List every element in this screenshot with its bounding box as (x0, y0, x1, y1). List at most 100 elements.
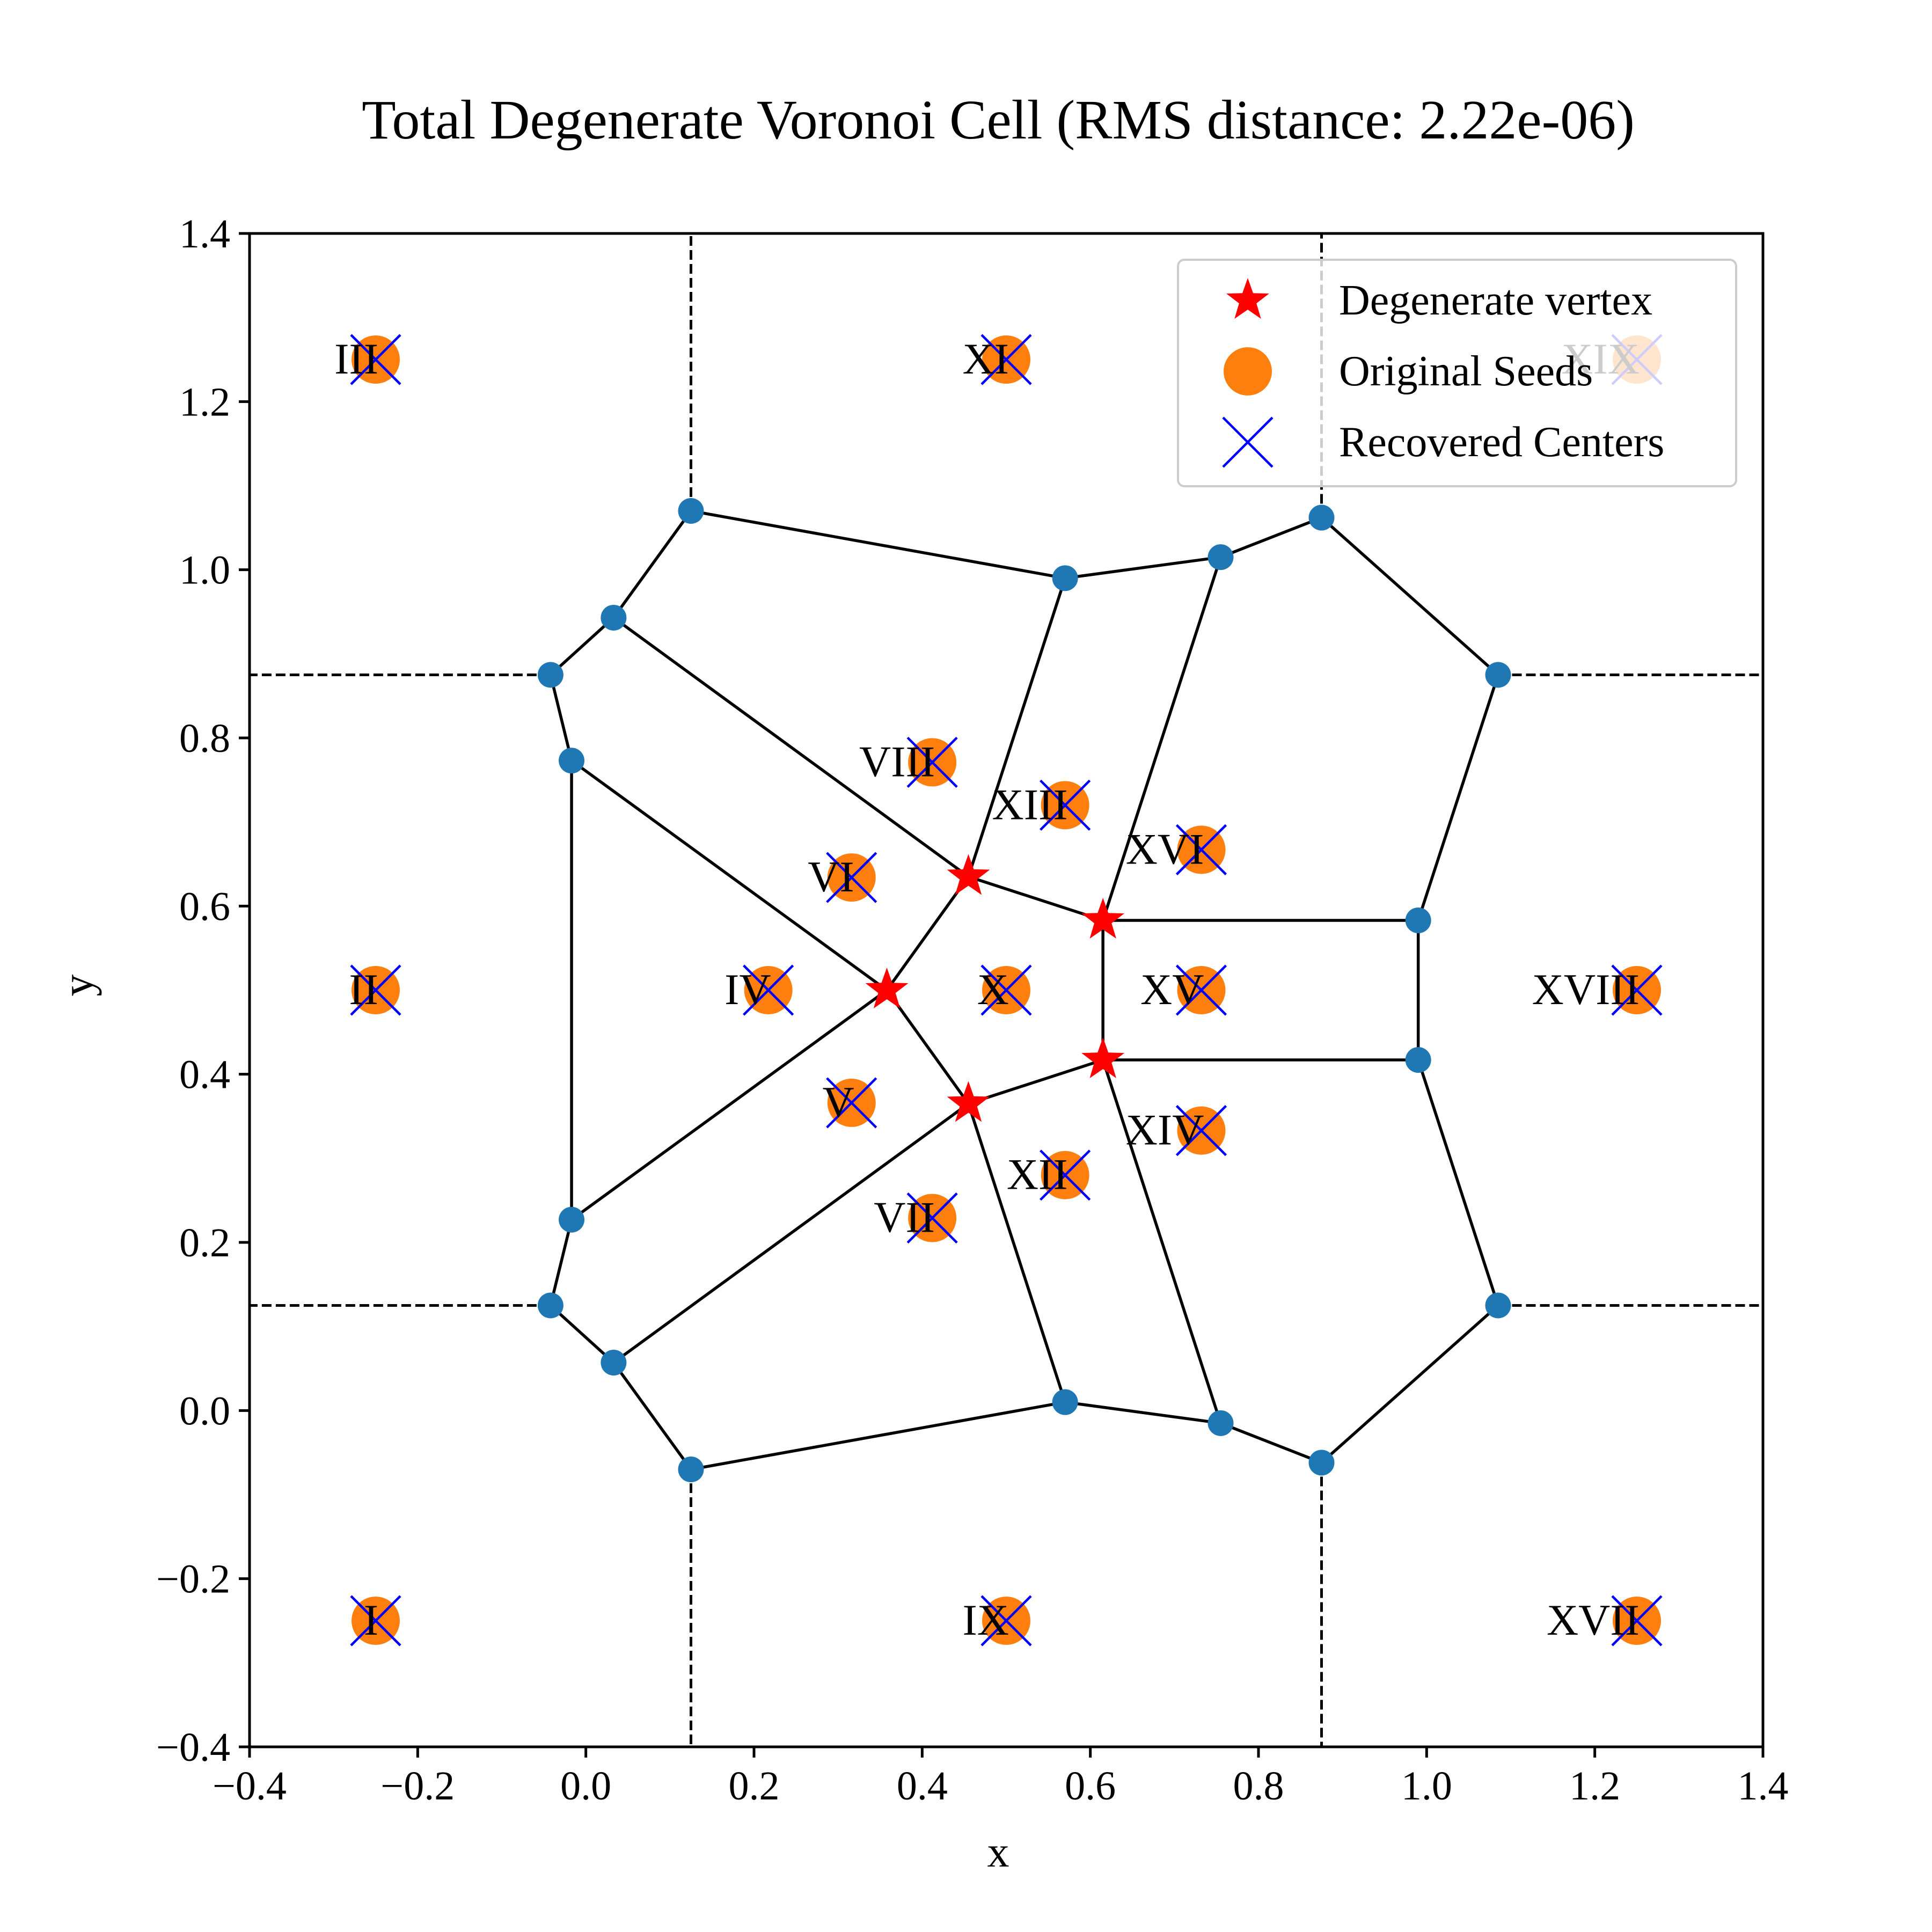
seed-label: VII (874, 1193, 935, 1242)
degenerate-vertex-star (1081, 1037, 1125, 1078)
y-tick-label: −0.2 (156, 1557, 230, 1602)
y-tick-label: 0.8 (179, 716, 230, 761)
voronoi-edge (1320, 516, 1500, 677)
voronoi-edge (549, 673, 573, 763)
voronoi-vertex (537, 1292, 564, 1319)
y-tick-label: 0.6 (179, 884, 230, 929)
voronoi-vertex (559, 1206, 585, 1233)
y-tick-label: 0.2 (179, 1220, 230, 1265)
voronoi-edge (612, 1361, 693, 1471)
voronoi-edge (1101, 555, 1223, 922)
seed-label: XVI (1126, 824, 1204, 873)
x-tick-label: 0.8 (1233, 1763, 1284, 1809)
recovered-center-x (1175, 1105, 1227, 1157)
voronoi-edge (1063, 1400, 1223, 1425)
voronoi-edge (967, 1102, 1067, 1404)
recovered-center-x (906, 736, 958, 788)
degenerate-vertex-star (865, 968, 909, 1008)
seed-label: XV (1140, 965, 1204, 1014)
voronoi-edge (885, 875, 970, 992)
x-tick-label: 1.0 (1401, 1763, 1452, 1809)
seed-label: XIII (992, 780, 1068, 829)
seed-label: II (349, 965, 378, 1014)
seed-label: III (334, 334, 378, 383)
voronoi-vertex (559, 748, 585, 774)
recovered-center-x (350, 1595, 401, 1646)
legend-box (1177, 259, 1737, 487)
y-tick-label: 0.4 (179, 1052, 230, 1097)
voronoi-vertex (601, 1350, 627, 1376)
seed-label: V (823, 1078, 854, 1126)
degenerate-vertex-star (947, 1081, 990, 1122)
seed-label: IV (724, 965, 771, 1014)
recovered-center-x (743, 964, 794, 1016)
recovered-center-x (1175, 824, 1227, 875)
seed-label: XIV (1126, 1106, 1204, 1154)
voronoi-vertex (678, 498, 704, 524)
recovered-center-x (906, 1192, 958, 1244)
seed-label: VI (808, 852, 854, 901)
recovered-center-x (1040, 1150, 1091, 1201)
voronoi-edge (885, 989, 970, 1106)
seed-label: XII (1007, 1150, 1068, 1199)
voronoi-edge (1416, 673, 1500, 922)
recovered-center-x (826, 1077, 877, 1129)
seed-label: VIII (859, 737, 935, 786)
chart-title: Total Degenerate Voronoi Cell (RMS dista… (362, 89, 1635, 151)
voronoi-vertex (1208, 544, 1234, 570)
voronoi-edge (1063, 555, 1223, 580)
voronoi-edge (1219, 1422, 1323, 1465)
x-axis-label: x (987, 1827, 1009, 1876)
voronoi-edge (612, 1102, 970, 1364)
voronoi-vertex (1485, 662, 1511, 688)
x-tick-label: 0.2 (729, 1763, 780, 1809)
y-axis-label: y (53, 975, 102, 997)
recovered-center-x (1040, 779, 1091, 831)
voronoi-edge (612, 616, 970, 879)
axes: −0.4 −0.2 0.0 0.2 0.4 0.6 0.8 1.0 1.2 1.4 −0.4 −0.2… (156, 211, 1788, 1809)
legend-x-marker (1222, 416, 1274, 468)
x-tick-label: 1.4 (1738, 1763, 1789, 1809)
plot-frame (248, 232, 1765, 1748)
recovered-center-x (980, 1595, 1032, 1646)
y-tick-label: 1.0 (179, 548, 230, 593)
recovered-center-x (350, 964, 401, 1016)
voronoi-edge (689, 1400, 1067, 1471)
y-tick-label: 0.0 (179, 1388, 230, 1433)
voronoi-edge (967, 875, 1104, 922)
voronoi-edge (549, 1304, 616, 1364)
voronoi-vertex (601, 604, 627, 631)
voronoi-vertex (1308, 1450, 1335, 1476)
recovered-center-x (980, 334, 1032, 385)
voronoi-vertex (537, 662, 564, 688)
y-tick-label: −0.4 (156, 1725, 230, 1770)
voronoi-edge (1101, 1058, 1223, 1425)
seed-label: IX (962, 1596, 1009, 1644)
legend-label: Recovered Centers (1339, 419, 1664, 466)
seed-label: XVII (1547, 1596, 1640, 1644)
x-tick-label: 1.2 (1569, 1763, 1620, 1809)
degenerate-vertex-star (1081, 898, 1125, 939)
recovered-center-x (1611, 1595, 1663, 1646)
voronoi-edge (1320, 1304, 1500, 1465)
voronoi-edge (1219, 516, 1323, 559)
voronoi-edge (967, 576, 1067, 879)
voronoi-vertex (1405, 907, 1431, 933)
seed-label: XVIII (1532, 965, 1640, 1014)
x-tick-label: −0.4 (213, 1763, 287, 1809)
recovered-center-x (1175, 964, 1227, 1016)
recovered-center-x (980, 964, 1032, 1016)
x-tick-label: −0.2 (380, 1763, 455, 1809)
voronoi-vertex (1308, 504, 1335, 531)
seed-label: X (977, 965, 1009, 1014)
degenerate-vertex-star (947, 854, 990, 895)
voronoi-vertex (1208, 1410, 1234, 1436)
voronoi-edge (570, 989, 889, 1221)
voronoi-vertex (1485, 1292, 1511, 1319)
voronoi-edge (689, 509, 1067, 580)
voronoi-vertex (1405, 1047, 1431, 1073)
voronoi-vertex (1052, 565, 1078, 591)
y-tick-label: 1.4 (179, 211, 230, 257)
